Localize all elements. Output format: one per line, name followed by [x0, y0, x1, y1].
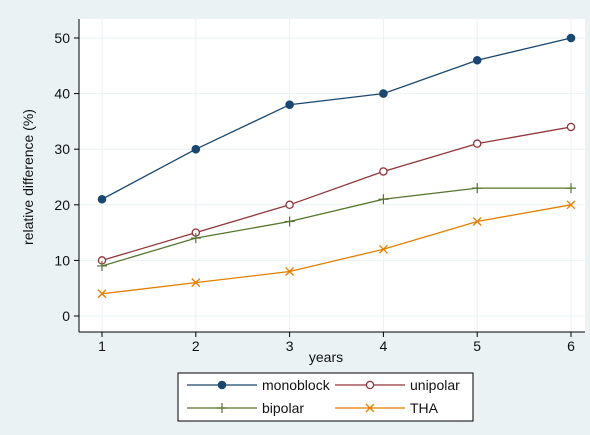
axes: 0 10 20 30 40 50 1 2 3 4 5 6	[54, 19, 585, 354]
x-tick-label: 5	[473, 338, 481, 354]
data-point-monoblock	[379, 89, 388, 98]
data-point-monoblock	[285, 100, 294, 110]
series-bipolar	[97, 183, 576, 271]
series-layer	[97, 33, 576, 299]
data-point-unipolar	[472, 139, 482, 148]
data-point-tha	[285, 267, 295, 276]
legend-item-bipolar: bipolar	[187, 400, 304, 416]
data-point-tha	[566, 200, 576, 210]
legend-label-monoblock: monoblock	[262, 377, 331, 393]
data-point-tha	[191, 278, 201, 288]
plot-area	[79, 19, 585, 332]
data-point-monoblock	[97, 194, 107, 204]
legend-item-tha: THA	[335, 400, 439, 416]
x-tick-label: 4	[380, 338, 388, 354]
y-tick-label: 0	[62, 308, 70, 324]
x-tick-label: 6	[567, 338, 575, 354]
data-point-monoblock	[191, 144, 201, 154]
data-point-unipolar	[285, 200, 294, 210]
x-tick-label: 3	[286, 338, 294, 354]
legend-marker-monoblock	[217, 380, 227, 390]
y-tick-label: 40	[54, 86, 70, 102]
y-axis-title: relative difference (%)	[20, 109, 36, 245]
data-point-bipolar	[97, 260, 107, 271]
series-line-bipolar	[101, 187, 571, 267]
data-point-tha	[97, 289, 107, 299]
series-line-monoblock	[101, 37, 572, 200]
data-point-bipolar	[284, 216, 295, 227]
legend-box	[177, 372, 474, 422]
x-tick-label: 1	[98, 338, 106, 354]
legend-item-monoblock: monoblock	[187, 377, 331, 393]
data-point-bipolar	[378, 194, 389, 205]
series-unipolar	[97, 122, 576, 265]
data-point-bipolar	[472, 183, 483, 194]
data-point-monoblock	[566, 33, 576, 43]
y-tick-label: 20	[54, 197, 70, 213]
data-point-bipolar	[566, 183, 576, 194]
data-point-monoblock	[472, 55, 482, 65]
legend: monoblock unipolar bipolar THA	[177, 372, 474, 422]
series-monoblock	[97, 33, 576, 204]
data-point-tha	[472, 217, 482, 226]
data-point-unipolar	[379, 167, 388, 176]
legend-marker-tha	[365, 403, 375, 413]
y-tick-label: 10	[54, 252, 70, 268]
x-tick-label: 2	[192, 338, 200, 354]
series-line-unipolar	[101, 126, 572, 262]
legend-marker-bipolar	[217, 403, 227, 413]
y-tick-label: 30	[54, 141, 70, 157]
legend-marker-unipolar	[365, 380, 375, 390]
data-point-tha	[378, 244, 388, 254]
data-point-bipolar	[190, 233, 201, 244]
data-point-unipolar	[566, 122, 576, 132]
y-tick-label: 50	[54, 30, 70, 46]
grid-lines	[79, 19, 585, 332]
legend-label-unipolar: unipolar	[410, 377, 460, 393]
legend-label-bipolar: bipolar	[262, 400, 304, 416]
series-line-tha	[101, 204, 572, 295]
series-tha	[97, 200, 576, 299]
legend-item-unipolar: unipolar	[335, 377, 460, 393]
legend-label-tha: THA	[410, 400, 439, 416]
x-axis-title: years	[309, 349, 343, 365]
